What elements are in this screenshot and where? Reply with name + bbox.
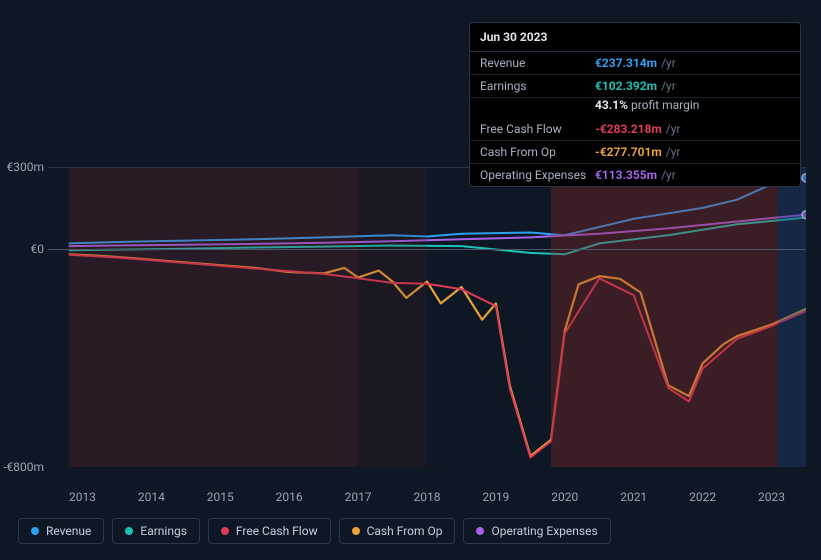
tooltip-suffix: /yr	[661, 168, 676, 182]
x-tick-label: 2017	[324, 490, 393, 504]
y-tick-label: €300m	[7, 160, 45, 174]
legend-item[interactable]: Operating Expenses	[463, 518, 610, 544]
chart-region	[778, 167, 806, 467]
tooltip-metric-label: Cash From Op	[480, 145, 595, 159]
x-tick-label: 2020	[530, 490, 599, 504]
chart-region	[551, 167, 778, 467]
chart-container: Jun 30 2023 Revenue€237.314m/yrEarnings€…	[0, 0, 821, 560]
tooltip-row: Cash From Op-€277.701m/yr	[470, 141, 800, 164]
y-tick-label: €0	[31, 242, 45, 256]
legend-label: Earnings	[140, 524, 187, 538]
legend-label: Revenue	[46, 524, 91, 538]
tooltip-metric-value: €237.314m	[595, 56, 657, 70]
tooltip-suffix: /yr	[666, 122, 681, 136]
tooltip-suffix: /yr	[661, 56, 676, 70]
data-tooltip: Jun 30 2023 Revenue€237.314m/yrEarnings€…	[469, 22, 801, 187]
x-tick-label: 2016	[255, 490, 324, 504]
plot-region[interactable]	[48, 167, 806, 467]
tooltip-row: Operating Expenses€113.355m/yr	[470, 164, 800, 186]
x-tick-label: 2022	[668, 490, 737, 504]
legend-label: Operating Expenses	[491, 524, 597, 538]
legend-item[interactable]: Free Cash Flow	[208, 518, 331, 544]
x-tick-label: 2018	[393, 490, 462, 504]
chart-area: €300m€0-€800m	[18, 155, 806, 480]
legend-dot-icon	[352, 527, 360, 535]
x-tick-label: 2013	[48, 490, 117, 504]
tooltip-subtext: 43.1% profit margin	[470, 98, 800, 118]
tooltip-metric-value: -€277.701m	[595, 145, 662, 159]
tooltip-metric-value: €102.392m	[595, 79, 657, 93]
legend-item[interactable]: Cash From Op	[339, 518, 456, 544]
legend-dot-icon	[31, 527, 39, 535]
tooltip-metric-label: Revenue	[480, 56, 595, 70]
x-tick-label: 2019	[461, 490, 530, 504]
tooltip-body: Revenue€237.314m/yrEarnings€102.392m/yr4…	[470, 52, 800, 186]
y-tick-label: -€800m	[3, 460, 44, 474]
tooltip-metric-label: Operating Expenses	[480, 168, 595, 182]
legend-label: Cash From Op	[367, 524, 443, 538]
legend-item[interactable]: Earnings	[112, 518, 200, 544]
tooltip-metric-value: -€283.218m	[595, 122, 662, 136]
legend-label: Free Cash Flow	[236, 524, 318, 538]
tooltip-date: Jun 30 2023	[470, 23, 800, 52]
tooltip-suffix: /yr	[666, 145, 681, 159]
zero-line	[48, 249, 806, 250]
tooltip-row: Revenue€237.314m/yr	[470, 52, 800, 75]
tooltip-suffix: /yr	[661, 79, 676, 93]
x-axis-labels: 2013201420152016201720182019202020212022…	[48, 490, 806, 504]
legend-item[interactable]: Revenue	[18, 518, 104, 544]
tooltip-metric-value: €113.355m	[595, 168, 657, 182]
x-tick-label: 2021	[599, 490, 668, 504]
x-tick-label: 2014	[117, 490, 186, 504]
x-tick-label: 2015	[186, 490, 255, 504]
chart-region	[358, 167, 427, 467]
x-tick-label: 2023	[737, 490, 806, 504]
tooltip-row: Free Cash Flow-€283.218m/yr	[470, 118, 800, 141]
legend: Revenue Earnings Free Cash Flow Cash From O…	[18, 518, 611, 544]
tooltip-metric-label: Earnings	[480, 79, 595, 93]
legend-dot-icon	[476, 527, 484, 535]
legend-dot-icon	[221, 527, 229, 535]
tooltip-metric-label: Free Cash Flow	[480, 122, 595, 136]
chart-region	[69, 167, 358, 467]
legend-dot-icon	[125, 527, 133, 535]
tooltip-row: Earnings€102.392m/yr	[470, 75, 800, 98]
